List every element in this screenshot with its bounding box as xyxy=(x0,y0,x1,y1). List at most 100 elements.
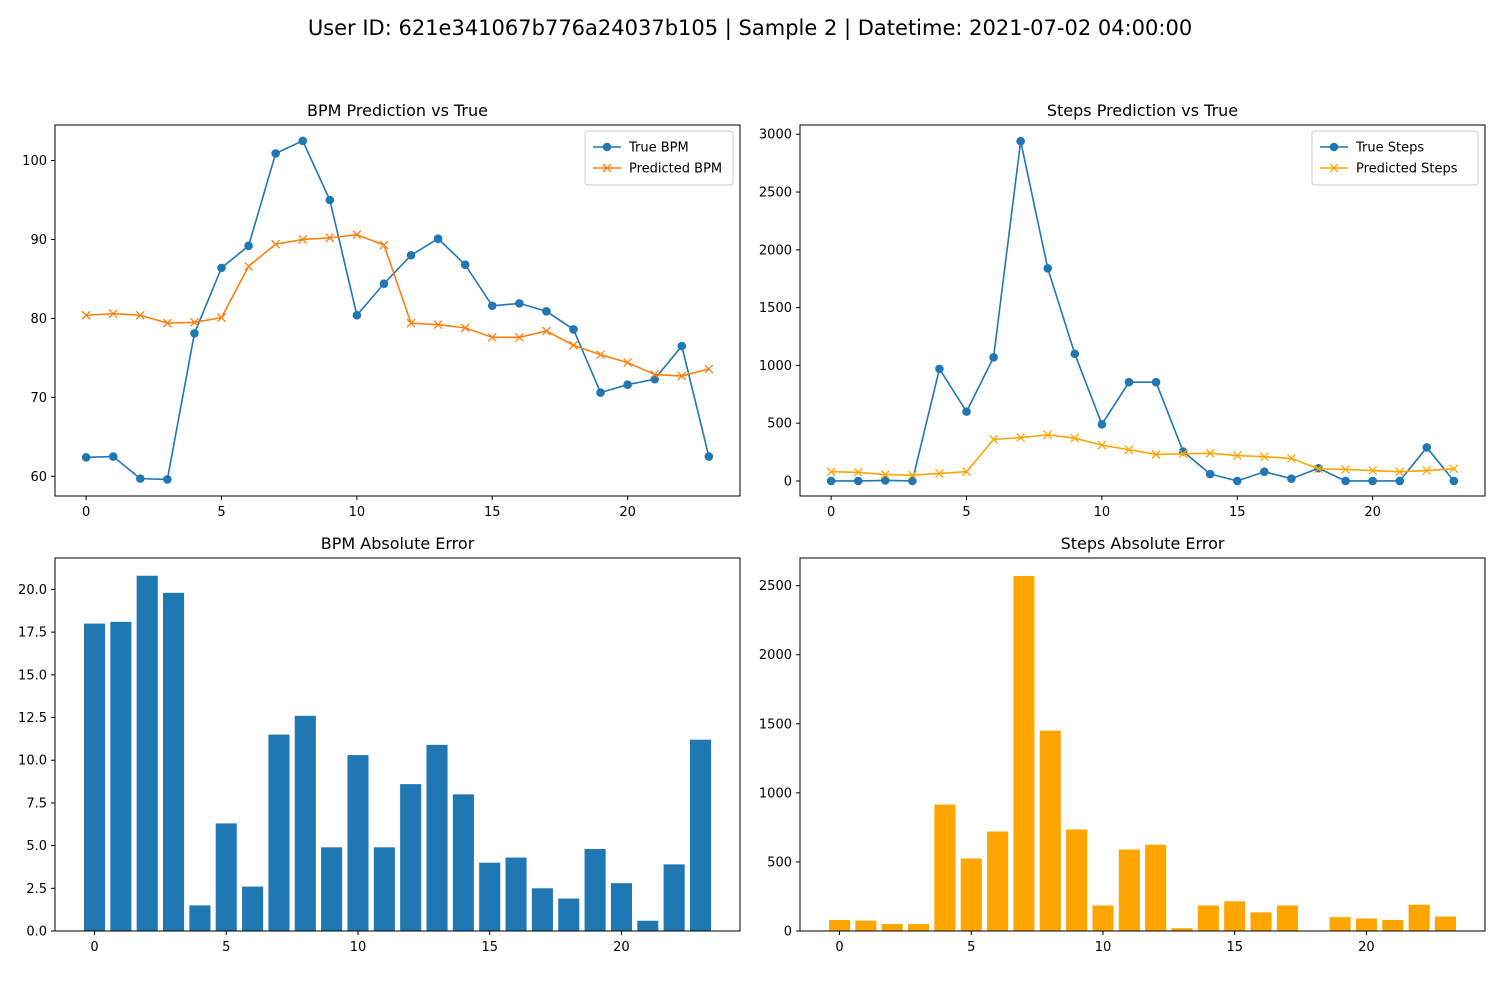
steps_line-point xyxy=(1151,377,1161,387)
bpm_line-point xyxy=(352,230,362,240)
bpm_line-point xyxy=(189,317,199,327)
bpm_error-panel: BPM Absolute Error 0 5 10 15 20 0.0 2.5 5.0 7.5 10… xyxy=(18,534,741,955)
steps_line-series-line xyxy=(831,141,1455,482)
bpm_line-point xyxy=(677,341,687,351)
bpm_error-title: BPM Absolute Error xyxy=(321,534,475,553)
steps_error-bar xyxy=(881,924,903,931)
steps_line-point xyxy=(907,470,917,480)
steps_line-point xyxy=(880,470,890,480)
steps_line-point xyxy=(853,476,863,486)
steps_error-bar xyxy=(828,919,851,931)
steps_line-point xyxy=(1205,448,1215,458)
steps_line-point xyxy=(1232,451,1242,461)
steps_error-xtick-label: 5 xyxy=(967,940,975,955)
steps_line-point xyxy=(934,469,944,478)
bpm_error-bar xyxy=(400,784,422,931)
bpm_line-point xyxy=(325,195,335,205)
bpm_line-point xyxy=(460,260,470,270)
steps_line-point xyxy=(962,467,971,477)
steps_line-series-line xyxy=(831,433,1454,476)
bpm_line-legend-marker xyxy=(602,163,612,173)
steps_line-ytick-label: 3000 xyxy=(759,128,792,143)
steps_line-point xyxy=(1043,430,1053,440)
steps_error-title: Steps Absolute Error xyxy=(1061,534,1225,553)
bpm_line-point xyxy=(623,358,633,368)
bpm_line-point xyxy=(677,371,687,381)
bpm_line-point xyxy=(379,240,389,250)
bpm_error-xtick-label: 0 xyxy=(90,940,98,955)
bpm_error-bar xyxy=(215,823,237,931)
bpm_error-bar xyxy=(505,857,527,931)
bpm_line-point xyxy=(325,233,335,243)
steps_line-point xyxy=(1341,476,1350,486)
bpm_line-point xyxy=(298,136,308,146)
steps_line-point xyxy=(1097,420,1107,429)
steps_line-point xyxy=(1097,440,1107,450)
steps_error-bar xyxy=(908,924,930,931)
bpm_line-series-line xyxy=(86,139,710,481)
bpm_line-series-line xyxy=(86,233,710,377)
steps_line-legend-marker xyxy=(1329,163,1339,173)
steps_line-point xyxy=(1124,445,1134,455)
bpm_error-xtick-label: 15 xyxy=(481,940,498,955)
steps_line-legend-marker xyxy=(1329,142,1339,152)
steps_line-ytick-label: 2000 xyxy=(759,243,792,258)
steps_line-xtick-label: 5 xyxy=(962,505,970,520)
bpm_line-point xyxy=(569,340,578,350)
steps_line-point xyxy=(1259,452,1269,462)
bpm_line-legend-box xyxy=(584,130,734,186)
steps_error-ytick-label: 500 xyxy=(767,855,792,870)
bpm_line-point xyxy=(271,149,280,158)
bpm_line-point xyxy=(487,332,497,342)
bpm_error-xtick-label: 20 xyxy=(613,940,630,955)
bpm_error-frame xyxy=(54,557,741,932)
bpm_error-bar xyxy=(479,862,501,931)
bpm_line-point xyxy=(569,325,578,334)
steps_error-xtick-label: 20 xyxy=(1358,940,1375,955)
bpm_line-point xyxy=(433,320,443,330)
steps_error-bar xyxy=(1066,829,1088,931)
steps_error-ytick-label: 2000 xyxy=(759,648,792,663)
steps_error-bar xyxy=(1250,912,1272,931)
bpm_line-xtick-label: 0 xyxy=(82,505,90,520)
steps_error-bar xyxy=(855,920,877,931)
bpm_error-bar xyxy=(373,847,395,931)
steps_line-legend-box xyxy=(1311,130,1479,186)
steps_line-point xyxy=(826,476,836,486)
steps_error-bar xyxy=(1092,905,1114,931)
bpm_line-point xyxy=(298,234,308,244)
bpm_error-bar xyxy=(347,755,369,931)
bpm_line-point xyxy=(81,453,91,462)
bpm_error-xtick-label: 5 xyxy=(222,940,230,955)
steps_error-ytick-label: 1000 xyxy=(759,786,792,801)
bpm_error-bar xyxy=(136,575,158,931)
bpm_line-ytick-label: 100 xyxy=(22,154,47,169)
bpm_error-bar xyxy=(663,864,685,931)
bpm_line-point xyxy=(81,310,91,320)
steps_line-ytick-label: 2500 xyxy=(759,186,792,201)
bpm_error-xtick-label: 10 xyxy=(350,940,367,955)
steps_error-bar xyxy=(960,858,982,931)
bpm_error-bar xyxy=(268,734,290,931)
bpm_error-ytick-label: 20.0 xyxy=(18,583,47,598)
bpm_line-legend-label: Predicted BPM xyxy=(629,162,722,177)
steps_error-bar xyxy=(934,804,956,931)
steps_line-xtick-label: 0 xyxy=(827,505,835,520)
steps_line-point xyxy=(1286,453,1296,463)
steps_line-point xyxy=(1314,464,1323,474)
bpm_line-point xyxy=(163,475,172,484)
steps_error-panel: Steps Absolute Error 0 5 10 15 20 0 500 1000 1500… xyxy=(759,534,1486,955)
bpm_error-bar xyxy=(558,898,580,931)
steps_line-point xyxy=(935,364,944,374)
steps_line-point xyxy=(1422,443,1432,452)
bpm_line-point xyxy=(190,329,199,338)
bpm_line-point xyxy=(487,301,497,311)
steps_error-bar xyxy=(1224,901,1246,931)
steps_error-bar xyxy=(1408,904,1430,931)
steps_line-point xyxy=(908,476,917,486)
bpm_line-point xyxy=(406,318,416,328)
bpm_line-point xyxy=(514,332,524,342)
bpm_error-bar xyxy=(189,905,211,931)
bpm_line-point xyxy=(433,234,443,243)
